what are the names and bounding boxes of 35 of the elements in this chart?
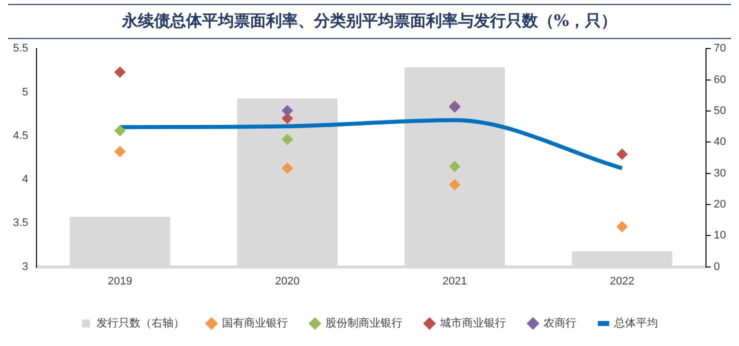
y-tick-label: 4 bbox=[22, 174, 28, 186]
point bbox=[114, 66, 126, 78]
y2-tick-label: 50 bbox=[714, 104, 726, 117]
legend-label: 城市商业银行 bbox=[439, 316, 506, 330]
y2-tick-label: 0 bbox=[714, 260, 720, 273]
legend-label: 发行只数（右轴） bbox=[96, 316, 184, 330]
chart-title: 永续债总体平均票面利率、分类别平均票面利率与发行只数（%，只） bbox=[8, 4, 731, 39]
point bbox=[616, 148, 628, 160]
legend-label: 股份制商业银行 bbox=[326, 316, 402, 330]
point bbox=[114, 125, 126, 136]
y2-tick-label: 70 bbox=[714, 42, 726, 55]
point bbox=[449, 160, 460, 172]
point bbox=[449, 179, 460, 190]
y-tick-label: 5 bbox=[22, 86, 28, 98]
y-tick-label: 3 bbox=[22, 260, 28, 273]
legend-label: 农商行 bbox=[544, 316, 576, 330]
legend-label: 总体平均 bbox=[613, 316, 658, 330]
legend-label: 国有商业银行 bbox=[222, 316, 288, 330]
y-tick-label: 4.5 bbox=[12, 130, 28, 142]
x-tick-label: 2019 bbox=[108, 275, 132, 288]
y-tick-label: 5.5 bbox=[12, 42, 28, 55]
y2-tick-label: 30 bbox=[714, 167, 726, 180]
point bbox=[114, 146, 126, 158]
y2-tick-label: 10 bbox=[714, 230, 726, 242]
y-tick-label: 3.5 bbox=[12, 217, 28, 230]
point bbox=[282, 105, 293, 116]
x-tick-label: 2021 bbox=[442, 275, 467, 288]
y2-tick-label: 40 bbox=[714, 136, 726, 148]
x-tick-label: 2020 bbox=[275, 275, 300, 288]
point bbox=[282, 134, 293, 145]
y2-tick-label: 20 bbox=[714, 198, 726, 210]
y2-tick-label: 60 bbox=[714, 74, 726, 86]
point bbox=[616, 221, 628, 232]
point bbox=[282, 162, 293, 174]
x-tick-label: 2022 bbox=[610, 275, 634, 288]
